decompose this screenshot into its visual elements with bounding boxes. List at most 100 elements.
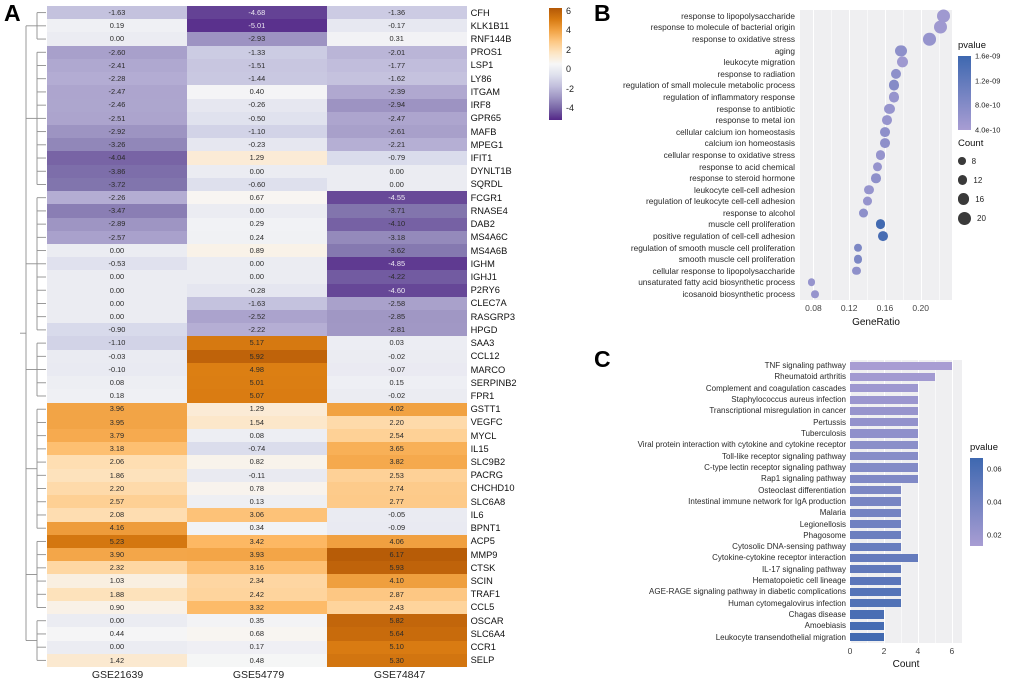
heatmap-cell: -3.26 <box>47 138 187 152</box>
generatio-dot <box>933 20 947 34</box>
x-tick-label: 2 <box>881 646 887 656</box>
gene-label: GPR65 <box>470 113 502 124</box>
gene-label: FCGR1 <box>470 192 503 203</box>
generatio-dot <box>862 196 872 206</box>
heatmap-column-labels: GSE21639 GSE54779 GSE74847 <box>47 669 470 684</box>
heatmap-cell: -0.90 <box>47 323 187 337</box>
pathway-label: Intestinal immune network for IgA produc… <box>688 496 846 506</box>
gene-label: MAFB <box>470 126 497 137</box>
panel-a-label: A <box>4 0 21 26</box>
pathway-plot-cell <box>850 473 962 484</box>
gene-label: SQRDL <box>470 179 503 190</box>
heatmap-cell: 5.64 <box>326 627 467 641</box>
go-term-row: response to acid chemical <box>592 161 952 173</box>
heatmap-cell: -1.63 <box>186 296 327 311</box>
go-term-label: calcium ion homeostasis <box>704 138 795 149</box>
heatmap-cell: 0.40 <box>186 85 327 99</box>
go-term-row: calcium ion homeostasis <box>592 138 952 150</box>
pathway-label: C-type lectin receptor signaling pathway <box>704 462 846 472</box>
heatmap-cell: 0.78 <box>186 481 327 496</box>
go-term-row: unsaturated fatty acid biosynthetic proc… <box>592 277 952 289</box>
heatmap-cell: 0.18 <box>47 389 187 403</box>
pathway-plot-cell <box>850 496 962 507</box>
heatmap-row: -0.53 0.00 -4.85 IGHM <box>47 257 542 271</box>
heatmap-cell: 0.00 <box>186 164 327 178</box>
generatio-dot <box>936 9 950 23</box>
heatmap-cell: -0.74 <box>186 442 327 456</box>
heatmap-colorbar: 6 4 2 0 -2 -4 <box>549 5 589 138</box>
pathway-row: TNF signaling pathway <box>592 360 962 371</box>
pvalue-legend-tick: 1.2e-09 <box>975 76 1001 86</box>
heatmap-cell: 4.02 <box>326 402 467 416</box>
gene-label: SAA3 <box>470 338 495 349</box>
pvalue-legend-tick: 1.6e-09 <box>975 51 1001 61</box>
gene-label: SELP <box>470 655 495 666</box>
pathway-label: Viral protein interaction with cytokine … <box>637 440 846 450</box>
heatmap-cell: 4.10 <box>326 574 467 588</box>
go-term-label: cellular response to lipopolysaccharide <box>652 265 795 276</box>
heatmap-cell: 1.42 <box>47 653 187 667</box>
heatmap-cell: 0.29 <box>186 217 327 231</box>
gene-label: LSP1 <box>470 60 494 71</box>
gene-label: DYNLT1B <box>470 166 512 177</box>
x-tick-label: 4 <box>915 646 921 656</box>
heatmap-cell: 0.00 <box>326 164 467 178</box>
heatmap-cell: -4.04 <box>47 151 187 165</box>
go-term-label: leukocyte cell-cell adhesion <box>693 184 795 195</box>
pathway-row: Tuberculosis <box>592 428 962 439</box>
count-bar <box>850 519 901 529</box>
go-term-label: cellular calcium ion homeostasis <box>676 126 795 137</box>
grid-major <box>951 360 953 643</box>
count-legend-value: 8 <box>971 156 977 166</box>
heatmap-row: 3.18 -0.74 3.65 IL15 <box>47 442 542 456</box>
gene-label: MMP9 <box>470 549 498 560</box>
heatmap-row: 2.08 3.06 -0.05 IL6 <box>47 508 542 522</box>
go-term-label: icosanoid biosynthetic process <box>682 289 795 300</box>
grid-minor <box>900 360 902 643</box>
heatmap-cell: 0.00 <box>47 296 187 311</box>
pathway-plot-cell <box>850 462 962 473</box>
count-legend-circle <box>958 175 968 185</box>
grid-major <box>920 10 922 300</box>
grid-minor <box>938 10 940 300</box>
heatmap-row: 0.00 -1.63 -2.58 CLEC7A <box>47 296 542 311</box>
heatmap-cell: -2.81 <box>326 323 467 337</box>
gene-label: IFIT1 <box>470 153 493 164</box>
heatmap-cell: 5.10 <box>326 640 467 654</box>
gene-label: CLEC7A <box>470 298 507 309</box>
pvalue-legend-tick: 4.0e-10 <box>975 125 1001 135</box>
count-legend-value: 16 <box>975 194 985 204</box>
pathway-plot-cell <box>850 609 962 620</box>
go-term-plot-cell <box>800 138 952 150</box>
pvalue-legend-tick: 8.0e-10 <box>975 100 1001 110</box>
heatmap-cell: -2.60 <box>47 45 187 59</box>
heatmap-cell: -0.07 <box>326 362 467 377</box>
gene-label: MS4A6C <box>470 232 508 243</box>
heatmap-cell: 0.00 <box>47 283 187 297</box>
heatmap-cell: 2.06 <box>47 455 187 469</box>
go-term-row: aging <box>592 44 952 57</box>
gene-label: ACP5 <box>470 536 495 547</box>
heatmap-cell: -0.05 <box>326 508 467 522</box>
count-bar <box>850 372 935 382</box>
heatmap-row: 2.32 3.16 5.93 CTSK <box>47 561 542 575</box>
heatmap-cell: -2.01 <box>326 45 467 59</box>
go-term-row: regulation of inflammatory response <box>592 91 952 103</box>
go-term-row: response to lipopolysaccharide <box>592 9 952 23</box>
heatmap-cell: 0.67 <box>186 191 327 205</box>
pathway-row: Phagosome <box>592 530 962 541</box>
panel-c-barchart: C TNF signaling pathway Rheumatoid arthri… <box>592 346 1020 687</box>
gene-label: IL6 <box>470 509 484 520</box>
heatmap-cell: 1.29 <box>186 151 327 165</box>
pvalue-legend-title: pvalue <box>970 442 998 453</box>
heatmap-cell: 3.93 <box>186 547 327 562</box>
heatmap-cell: -0.60 <box>186 177 327 192</box>
x-tick-label: 0 <box>847 646 853 656</box>
heatmap-cell: 3.96 <box>47 402 187 416</box>
heatmap-cell: 1.03 <box>47 574 187 588</box>
go-term-label: aging <box>774 45 795 56</box>
heatmap-row: 4.16 0.34 -0.09 BPNT1 <box>47 521 542 535</box>
colorbar-tick: 6 <box>566 5 572 16</box>
pathway-plot-cell <box>850 428 962 439</box>
heatmap-row: 0.00 0.17 5.10 CCR1 <box>47 640 542 654</box>
